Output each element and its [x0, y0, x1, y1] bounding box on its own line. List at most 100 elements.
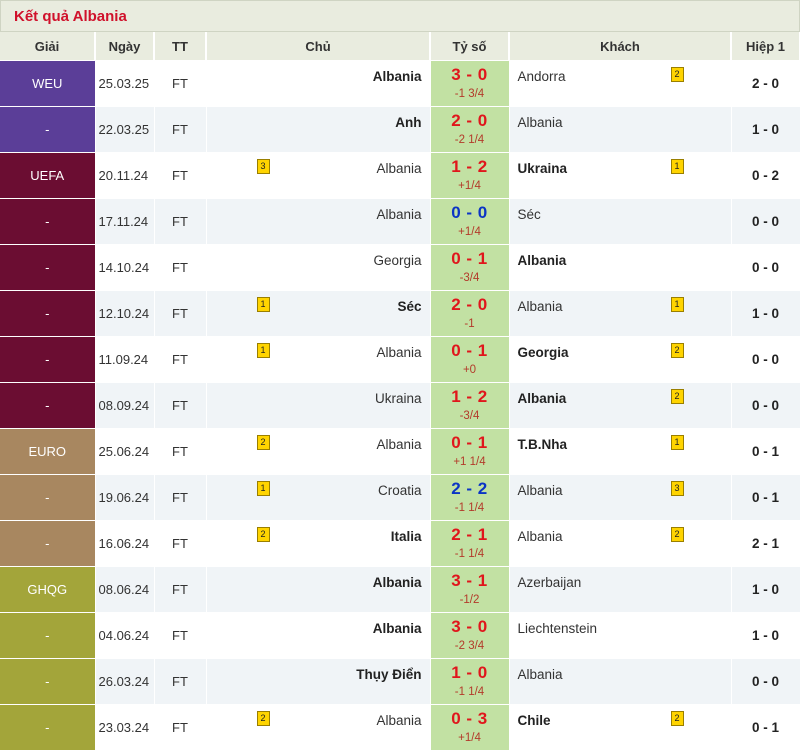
home-team-link[interactable]: Italia: [390, 529, 422, 544]
away-team-link[interactable]: Georgia: [517, 345, 569, 360]
handicap-line: -1 1/4: [454, 548, 485, 560]
home-team-link[interactable]: Croatia: [377, 483, 422, 498]
col-header-status[interactable]: TT: [154, 32, 207, 61]
home-team-link[interactable]: Albania: [376, 345, 422, 360]
away-team-link[interactable]: Albania: [517, 483, 563, 498]
score-cell[interactable]: 3 - 1 -1/2: [430, 566, 510, 613]
league-cell[interactable]: -: [0, 106, 96, 153]
away-team-link[interactable]: Albania: [517, 115, 563, 130]
league-cell[interactable]: EURO: [0, 428, 96, 475]
table-row[interactable]: WEU 25.03.25 FT Albania 3 - 0 -1 3/4 2 Andorra 2…: [0, 60, 800, 107]
col-header-halftime[interactable]: Hiệp 1: [731, 32, 800, 61]
away-team-link[interactable]: T.B.Nha: [517, 437, 568, 452]
handicap-line: -1/2: [459, 594, 480, 606]
col-header-league[interactable]: Giải: [0, 32, 96, 61]
half-time-score: 0 - 1: [731, 704, 800, 751]
yellow-card-icon: 2: [670, 527, 684, 542]
score-cell[interactable]: 0 - 1 +0: [430, 336, 510, 383]
league-cell[interactable]: -: [0, 704, 96, 751]
table-row[interactable]: -11.09.24 FT 1 Albania 0 - 1 +0 2 Georgia 0 - 0: [0, 336, 800, 383]
home-team-link[interactable]: Albania: [372, 69, 422, 84]
table-row[interactable]: -23.03.24 FT 2 Albania 0 - 3 +1/4 2 Chile 0 - 1: [0, 704, 800, 751]
match-date: 16.06.24: [95, 520, 155, 567]
match-status: FT: [154, 106, 207, 153]
league-cell[interactable]: WEU: [0, 60, 96, 107]
league-cell[interactable]: -: [0, 382, 96, 429]
home-team-link[interactable]: Albania: [372, 575, 422, 590]
away-team-link[interactable]: Liechtenstein: [517, 621, 598, 636]
score-cell[interactable]: 0 - 0 +1/4: [430, 198, 510, 245]
away-team-link[interactable]: Albania: [517, 253, 567, 268]
table-row[interactable]: -17.11.24 FT Albania 0 - 0 +1/4 Séc 0 - 0: [0, 198, 800, 245]
table-row[interactable]: UEFA 20.11.24 FT 3 Albania 1 - 2 +1/4 1 Ukraina 0…: [0, 152, 800, 199]
score-cell[interactable]: 3 - 0 -2 3/4: [430, 612, 510, 659]
home-team-link[interactable]: Thụy Điển: [356, 667, 422, 682]
table-row[interactable]: -26.03.24 FT Thụy Điển 1 - 0 -1 1/4 Albania 0 …: [0, 658, 800, 705]
table-row[interactable]: -14.10.24 FT Georgia 0 - 1 -3/4 Albania 0 - 0: [0, 244, 800, 291]
home-team-link[interactable]: Ukraina: [374, 391, 422, 406]
home-team-link[interactable]: Albania: [376, 437, 422, 452]
score-cell[interactable]: 3 - 0 -1 3/4: [430, 60, 510, 107]
home-team-link[interactable]: Albania: [376, 207, 422, 222]
score-cell[interactable]: 1 - 2 +1/4: [430, 152, 510, 199]
table-row[interactable]: -08.09.24 FT Ukraina 1 - 2 -3/4 2 Albania 0 - 0: [0, 382, 800, 429]
table-row[interactable]: -19.06.24 FT 1 Croatia 2 - 2 -1 1/4 3 Albania 0 …: [0, 474, 800, 521]
handicap-line: +0: [462, 364, 477, 376]
table-row[interactable]: -22.03.25 FT Anh 2 - 0 -2 1/4 Albania 1 - 0: [0, 106, 800, 153]
league-cell[interactable]: -: [0, 612, 96, 659]
home-team-cell: 1 Croatia: [206, 474, 431, 521]
home-team-link[interactable]: Albania: [372, 621, 422, 636]
table-row[interactable]: -16.06.24 FT 2 Italia 2 - 1 -1 1/4 2 Albania 2 -…: [0, 520, 800, 567]
table-row[interactable]: -04.06.24 FT Albania 3 - 0 -2 3/4 Liechtenste…: [0, 612, 800, 659]
league-cell[interactable]: -: [0, 474, 96, 521]
score-cell[interactable]: 1 - 0 -1 1/4: [430, 658, 510, 705]
handicap-line: +1/4: [458, 180, 481, 192]
score-cell[interactable]: 2 - 0 -1: [430, 290, 510, 337]
home-team-link[interactable]: Albania: [376, 161, 422, 176]
full-time-score: 0 - 3: [451, 709, 488, 728]
league-cell[interactable]: -: [0, 520, 96, 567]
full-time-score: 1 - 2: [451, 387, 488, 406]
league-cell[interactable]: UEFA: [0, 152, 96, 199]
away-team-link[interactable]: Albania: [517, 391, 567, 406]
home-team-link[interactable]: Georgia: [373, 253, 422, 268]
away-team-link[interactable]: Azerbaijan: [517, 575, 582, 590]
away-team-link[interactable]: Séc: [517, 207, 541, 222]
score-cell[interactable]: 0 - 1 -3/4: [430, 244, 510, 291]
score-cell[interactable]: 2 - 0 -2 1/4: [430, 106, 510, 153]
home-team-link[interactable]: Anh: [395, 115, 422, 130]
away-team-link[interactable]: Albania: [517, 299, 563, 314]
score-cell[interactable]: 0 - 1 +1 1/4: [430, 428, 510, 475]
match-date: 25.06.24: [95, 428, 155, 475]
league-cell[interactable]: -: [0, 658, 96, 705]
home-team-cell: 3 Albania: [206, 152, 431, 199]
away-team-link[interactable]: Ukraina: [517, 161, 568, 176]
score-cell[interactable]: 2 - 1 -1 1/4: [430, 520, 510, 567]
col-header-score[interactable]: Tỷ số: [430, 32, 510, 61]
yellow-card-icon: 1: [256, 297, 270, 312]
away-team-link[interactable]: Chile: [517, 713, 551, 728]
away-team-link[interactable]: Albania: [517, 529, 563, 544]
full-time-score: 2 - 0: [451, 295, 488, 314]
league-cell[interactable]: -: [0, 198, 96, 245]
score-cell[interactable]: 2 - 2 -1 1/4: [430, 474, 510, 521]
col-header-home[interactable]: Chủ: [206, 32, 431, 61]
col-header-date[interactable]: Ngày: [95, 32, 155, 61]
home-team-cell: Albania: [206, 198, 431, 245]
handicap-line: +1/4: [458, 226, 481, 238]
match-status: FT: [154, 566, 207, 613]
away-team-link[interactable]: Albania: [517, 667, 563, 682]
score-cell[interactable]: 0 - 3 +1/4: [430, 704, 510, 751]
league-cell[interactable]: -: [0, 244, 96, 291]
league-cell[interactable]: -: [0, 336, 96, 383]
table-row[interactable]: EURO 25.06.24 FT 2 Albania 0 - 1 +1 1/4 1 T.B.Nh…: [0, 428, 800, 475]
home-team-link[interactable]: Séc: [397, 299, 422, 314]
league-cell[interactable]: -: [0, 290, 96, 337]
away-team-link[interactable]: Andorra: [517, 69, 566, 84]
league-cell[interactable]: GHQG: [0, 566, 96, 613]
score-cell[interactable]: 1 - 2 -3/4: [430, 382, 510, 429]
col-header-away[interactable]: Khách: [509, 32, 732, 61]
home-team-link[interactable]: Albania: [376, 713, 422, 728]
table-row[interactable]: -12.10.24 FT 1 Séc 2 - 0 -1 1 Albania 1 - 0: [0, 290, 800, 337]
table-row[interactable]: GHQG 08.06.24 FT Albania 3 - 1 -1/2 Azerbaijan…: [0, 566, 800, 613]
